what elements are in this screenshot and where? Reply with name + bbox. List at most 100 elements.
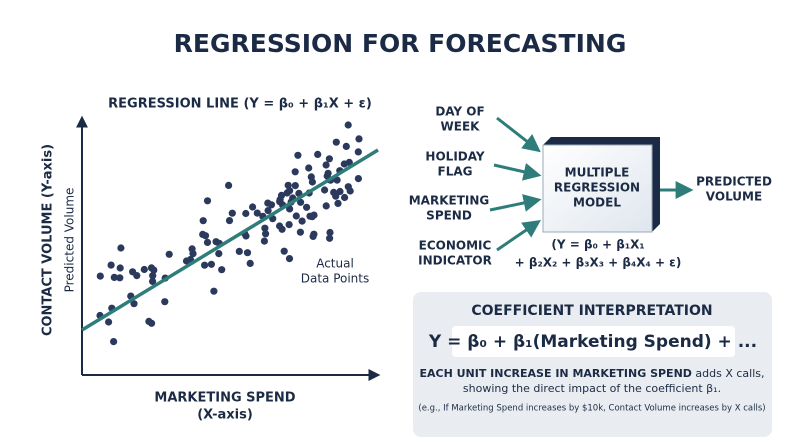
dot	[201, 261, 209, 269]
data-points	[96, 121, 363, 346]
dot	[342, 142, 350, 150]
dot	[354, 175, 362, 183]
dot	[309, 232, 317, 240]
dot	[283, 189, 291, 197]
dot	[149, 277, 157, 285]
line-label: Predicted Volume	[63, 188, 77, 293]
dot	[243, 249, 252, 257]
dot	[345, 158, 353, 166]
input-arrow	[493, 163, 542, 181]
dot	[262, 230, 270, 238]
dot	[303, 203, 311, 211]
box-label: MODEL	[573, 196, 621, 210]
dot	[344, 183, 352, 191]
dot	[130, 300, 138, 308]
dot	[129, 268, 137, 276]
dot	[105, 318, 113, 326]
dot	[228, 209, 236, 217]
dot	[344, 121, 352, 129]
dot	[148, 319, 156, 327]
dot	[298, 217, 306, 225]
dot	[246, 259, 254, 267]
dot	[291, 182, 299, 190]
x-axis-label: (X-axis)	[197, 408, 253, 423]
formula: (Y = β₀ + β₁X₁	[551, 238, 644, 252]
dot	[242, 209, 250, 218]
dot	[308, 213, 316, 221]
explanation-bold: EACH UNIT INCREASE IN MARKETING SPEND	[419, 367, 691, 380]
dot	[116, 264, 124, 272]
input-label: FLAG	[438, 165, 473, 179]
title: REGRESSION FOR FORECASTING	[174, 29, 627, 58]
dot	[267, 201, 276, 209]
y-axis-label: CONTACT VOLUME (Y-axis)	[41, 144, 56, 336]
dot	[235, 247, 243, 255]
dot	[332, 138, 340, 146]
dot	[292, 212, 300, 220]
equation: Y = β₀ + β₁(Marketing Spend) + ...	[428, 332, 757, 352]
input-arrow	[496, 219, 541, 252]
dot	[253, 209, 261, 217]
regression-line	[81, 148, 379, 332]
explanation: showing the direct impact of the coeffic…	[463, 382, 721, 395]
dot	[285, 221, 293, 229]
panel-title: COEFFICIENT INTERPRETATION	[471, 303, 712, 319]
dot	[291, 168, 299, 176]
dot	[278, 225, 286, 233]
dot	[210, 287, 218, 295]
dot	[314, 150, 322, 158]
dot	[294, 151, 302, 159]
dot	[334, 199, 342, 207]
dot	[165, 250, 173, 258]
explanation-rest: adds X calls,	[692, 367, 765, 380]
dot	[218, 266, 226, 274]
model-box	[542, 144, 653, 233]
dot	[260, 237, 268, 245]
dot	[261, 224, 269, 232]
output-label: VOLUME	[706, 190, 762, 204]
equation-box	[452, 326, 735, 357]
dot	[326, 228, 334, 237]
dot	[355, 135, 363, 143]
example: (e.g., If Marketing Spend increases by $…	[418, 404, 765, 414]
input-label: INDICATOR	[418, 254, 492, 268]
dot	[110, 273, 118, 281]
explanation: EACH UNIT INCREASE IN MARKETING SPEND ad…	[419, 367, 764, 380]
box-label: MULTIPLE	[565, 166, 630, 180]
dot	[322, 161, 330, 169]
dot	[149, 272, 157, 280]
points-label: Data Points	[301, 272, 370, 286]
input-label: SPEND	[426, 209, 472, 223]
input-label: ECONOMIC	[419, 239, 492, 253]
dot	[297, 198, 305, 206]
dot	[161, 298, 169, 306]
dot	[321, 186, 329, 194]
dot	[284, 181, 292, 189]
dot	[264, 207, 272, 215]
dot	[96, 272, 104, 280]
dot	[341, 193, 349, 202]
dot	[325, 155, 333, 163]
dot	[286, 205, 294, 213]
dot	[296, 228, 304, 236]
input-label: MARKETING	[409, 194, 490, 208]
dot	[285, 255, 294, 263]
dot	[305, 164, 313, 172]
input-label: DAY OF	[435, 105, 484, 119]
dot	[110, 338, 118, 346]
box-label: REGRESSION	[554, 181, 640, 195]
dot	[330, 188, 338, 196]
dot	[199, 230, 207, 238]
dot	[354, 148, 362, 156]
output-label: PREDICTED	[696, 175, 772, 189]
input-label: WEEK	[441, 120, 481, 134]
dot	[203, 197, 212, 205]
dot	[140, 265, 148, 274]
input-arrow	[496, 116, 541, 153]
dot	[107, 261, 115, 269]
input-label: HOLIDAY	[425, 150, 484, 164]
dot	[336, 187, 344, 196]
dot	[199, 217, 207, 225]
dot	[322, 202, 330, 210]
